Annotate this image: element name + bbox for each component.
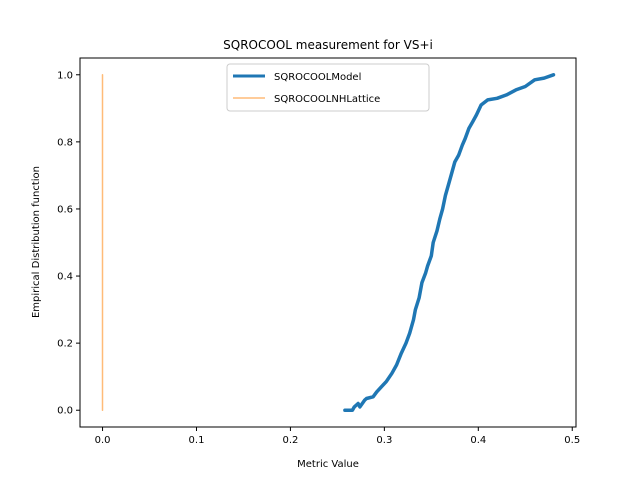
x-tick-label: 0.1 xyxy=(189,435,205,446)
y-tick-label: 0.0 xyxy=(57,406,73,417)
legend: SQROCOOLModel SQROCOOLNHLattice xyxy=(226,63,430,112)
x-tick-label: 0.5 xyxy=(564,435,580,446)
y-tick-label: 0.4 xyxy=(57,272,73,283)
x-axis: 0.0 0.1 0.2 0.3 0.4 0.5 xyxy=(95,427,580,446)
x-tick-label: 0.4 xyxy=(470,435,486,446)
y-tick-label: 0.8 xyxy=(57,137,73,148)
y-tick-label: 1.0 xyxy=(57,70,73,81)
plot-series xyxy=(101,73,556,412)
legend-box xyxy=(226,63,430,112)
plot-frame xyxy=(79,57,577,428)
legend-label-sqrocoolnhlattice: SQROCOOLNHLattice xyxy=(274,94,380,105)
legend-label-sqrocoolmodel: SQROCOOLModel xyxy=(274,72,361,83)
series-line-sqrocoolmodel xyxy=(343,73,556,412)
x-axis-label: Metric Value xyxy=(297,459,359,470)
x-tick-label: 0.0 xyxy=(95,435,111,446)
chart-title: SQROCOOL measurement for VS+i xyxy=(223,38,433,52)
y-axis: 0.0 0.2 0.4 0.6 0.8 1.0 xyxy=(57,70,80,417)
y-tick-label: 0.2 xyxy=(57,339,73,350)
x-tick-label: 0.2 xyxy=(282,435,298,446)
y-tick-label: 0.6 xyxy=(57,204,73,215)
y-axis-label: Empirical Distribution function xyxy=(31,166,42,318)
x-tick-label: 0.3 xyxy=(376,435,392,446)
